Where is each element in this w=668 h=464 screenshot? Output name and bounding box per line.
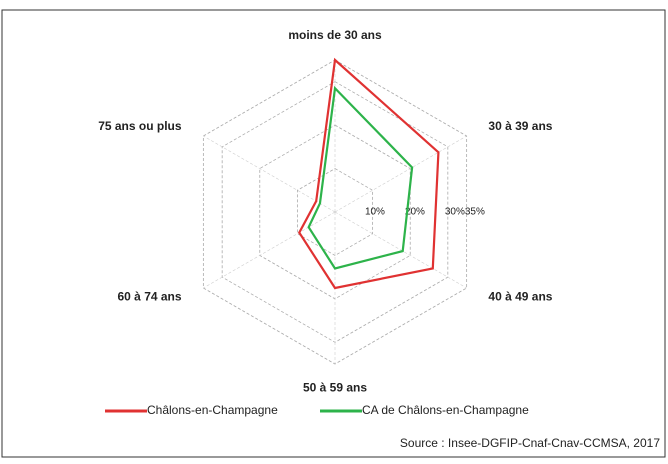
axis-label: 50 à 59 ans (303, 380, 367, 394)
legend-label: Châlons-en-Champagne (147, 403, 278, 417)
legend-label: CA de Châlons-en-Champagne (362, 403, 529, 417)
grid-ring (296, 168, 374, 256)
axis-spoke (334, 211, 467, 289)
axis-label: moins de 30 ans (288, 28, 382, 42)
series-line (307, 85, 414, 270)
tick-label: 20% (405, 207, 425, 218)
tick-label: 30% (445, 207, 465, 218)
tick-label: 35% (465, 207, 485, 218)
axis-label: 75 ans ou plus (98, 119, 182, 133)
axis-spoke (334, 135, 467, 213)
tick-label: 10% (365, 207, 385, 218)
frame (1, 9, 666, 458)
axis-spoke (203, 211, 336, 289)
axis-label: 30 à 39 ans (488, 119, 552, 133)
axis-label: 60 à 74 ans (118, 289, 182, 303)
series-line (297, 57, 440, 290)
axis-label: 40 à 49 ans (488, 289, 552, 303)
source: Source : Insee-DGFIP-Cnaf-Cnav-CCMSA, 20… (400, 436, 660, 450)
axis-spoke (203, 135, 336, 213)
